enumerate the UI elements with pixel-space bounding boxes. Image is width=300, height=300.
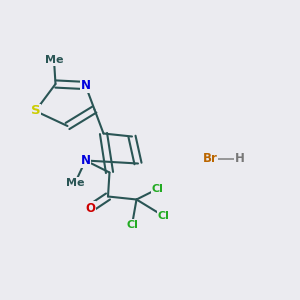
- Text: Me: Me: [45, 55, 63, 65]
- Text: H: H: [235, 152, 245, 166]
- Text: S: S: [31, 104, 40, 118]
- Text: Cl: Cl: [152, 184, 164, 194]
- Text: Br: Br: [202, 152, 217, 166]
- Text: Cl: Cl: [158, 211, 169, 221]
- Text: O: O: [85, 202, 95, 215]
- Text: Cl: Cl: [126, 220, 138, 230]
- Text: N: N: [80, 154, 91, 167]
- Text: N: N: [80, 79, 91, 92]
- Text: Me: Me: [66, 178, 84, 188]
